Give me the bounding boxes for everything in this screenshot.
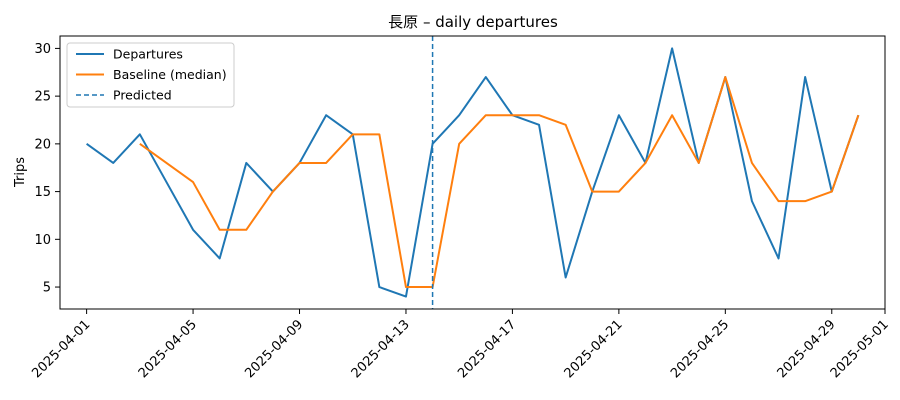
legend-label-2: Predicted xyxy=(113,88,172,103)
y-tick-label-3: 20 xyxy=(34,137,51,152)
x-tick-label-0: 2025-04-01 xyxy=(29,317,93,381)
x-tick-label-1: 2025-04-05 xyxy=(136,317,200,381)
legend: Departures Baseline (median) Predicted xyxy=(66,42,235,108)
y-tick-label-1: 10 xyxy=(34,233,51,248)
legend-box xyxy=(66,42,235,108)
x-tick-label-5: 2025-04-21 xyxy=(562,317,626,381)
x-tick-label-4: 2025-04-17 xyxy=(455,317,519,381)
y-axis-label: Trips xyxy=(13,157,28,188)
plot-area xyxy=(86,36,860,309)
plot-frame xyxy=(59,35,886,310)
series-line-1 xyxy=(139,76,860,289)
y-tick-label-0: 5 xyxy=(43,281,51,296)
legend-label-0: Departures xyxy=(113,47,183,62)
legend-label-1: Baseline (median) xyxy=(113,67,227,82)
x-tick-label-6: 2025-04-25 xyxy=(668,317,732,381)
x-tick-label-3: 2025-04-13 xyxy=(349,317,413,381)
y-tick-label-5: 30 xyxy=(34,42,51,57)
series-line-0 xyxy=(86,47,860,298)
y-tick-label-4: 25 xyxy=(34,90,51,105)
x-tick-label-2: 2025-04-09 xyxy=(242,317,306,381)
chart-title: 長原 – daily departures xyxy=(388,13,558,31)
y-tick-label-2: 15 xyxy=(34,185,51,200)
